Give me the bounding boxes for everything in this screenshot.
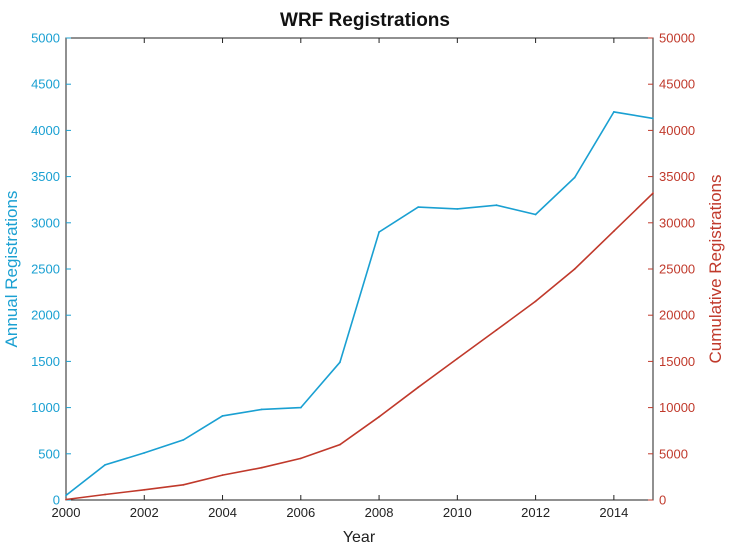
annual-point-2001	[104, 464, 106, 466]
right-y-tick-label: 40000	[659, 123, 695, 138]
annual-point-2014	[613, 111, 615, 113]
left-y-tick-label: 3000	[31, 215, 60, 230]
annual-point-2004	[221, 415, 224, 417]
cumulative-point-2015	[652, 192, 654, 195]
x-tick-label: 2006	[286, 505, 315, 520]
cumulative-registrations-line	[65, 192, 654, 501]
cumulative-point-2011	[495, 329, 498, 331]
left-y-axis-ticks: 0 500 1000 1500 2000 2500 3000 3500 4000 4500 5000	[31, 31, 71, 508]
right-y-tick-label: 10000	[659, 400, 695, 415]
x-tick-label: 2000	[52, 505, 81, 520]
annual-registrations-line	[65, 111, 654, 497]
annual-point-2002	[143, 452, 146, 454]
annual-point-2009	[417, 206, 420, 209]
x-axis-ticks: 2000 2002 2004 2006 2008 2010 2012 2014	[52, 38, 628, 520]
cumulative-point-2004	[221, 474, 224, 476]
x-tick-label: 2010	[443, 505, 472, 520]
annual-point-2013	[573, 176, 576, 179]
cumulative-point-2013	[573, 268, 576, 270]
chart-title: WRF Registrations	[280, 10, 450, 31]
cumulative-point-2000	[65, 498, 67, 501]
annual-point-2003	[182, 439, 185, 441]
cumulative-point-2007	[339, 443, 341, 446]
left-y-tick-label: 2000	[31, 308, 60, 323]
left-y-tick-label: 5000	[31, 31, 60, 46]
cumulative-point-2001	[104, 493, 106, 496]
annual-point-2005	[260, 408, 263, 411]
left-y-tick-label: 4500	[31, 77, 60, 92]
annual-point-2015	[652, 117, 654, 120]
cumulative-point-2005	[260, 466, 263, 469]
right-y-axis-ticks: 0 5000 10000 15000 20000 25000 30000 35000 40000…	[648, 31, 695, 508]
left-y-tick-label: 2500	[31, 262, 60, 277]
right-y-tick-label: 5000	[659, 446, 688, 461]
x-tick-label: 2014	[599, 505, 628, 520]
x-tick-label: 2004	[208, 505, 237, 520]
cumulative-point-2008	[378, 415, 380, 418]
cumulative-point-2003	[182, 483, 185, 486]
annual-point-2008	[378, 231, 380, 233]
cumulative-point-2010	[456, 357, 459, 360]
cumulative-point-2014	[613, 230, 615, 233]
left-y-axis-label: Annual Registrations	[2, 191, 21, 348]
left-y-tick-label: 4000	[31, 123, 60, 138]
x-tick-label: 2002	[130, 505, 159, 520]
right-y-tick-label: 30000	[659, 215, 695, 230]
left-y-tick-label: 1500	[31, 354, 60, 369]
annual-point-2006	[299, 406, 302, 409]
left-y-tick-label: 0	[53, 493, 60, 508]
annual-point-2007	[339, 361, 341, 364]
left-y-tick-label: 1000	[31, 400, 60, 415]
x-tick-label: 2008	[365, 505, 394, 520]
annual-point-2011	[495, 204, 498, 207]
right-y-tick-label: 45000	[659, 77, 695, 92]
right-y-tick-label: 20000	[659, 308, 695, 323]
right-y-tick-label: 25000	[659, 262, 695, 277]
annual-point-2010	[456, 208, 459, 210]
cumulative-point-2009	[417, 386, 420, 389]
cumulative-point-2012	[534, 300, 537, 303]
right-y-axis-label: Cumulative Registrations	[706, 175, 725, 364]
left-y-tick-label: 500	[38, 446, 60, 461]
cumulative-point-2006	[299, 457, 302, 460]
right-y-tick-label: 50000	[659, 31, 695, 46]
left-y-tick-label: 3500	[31, 169, 60, 184]
right-y-tick-label: 35000	[659, 169, 695, 184]
x-tick-label: 2012	[521, 505, 550, 520]
annual-point-2000	[65, 494, 67, 497]
cumulative-point-2002	[143, 488, 146, 491]
x-axis-label: Year	[343, 529, 376, 546]
right-y-tick-label: 0	[659, 493, 666, 508]
annual-point-2012	[534, 213, 537, 216]
series-layer	[65, 111, 654, 501]
right-y-tick-label: 15000	[659, 354, 695, 369]
